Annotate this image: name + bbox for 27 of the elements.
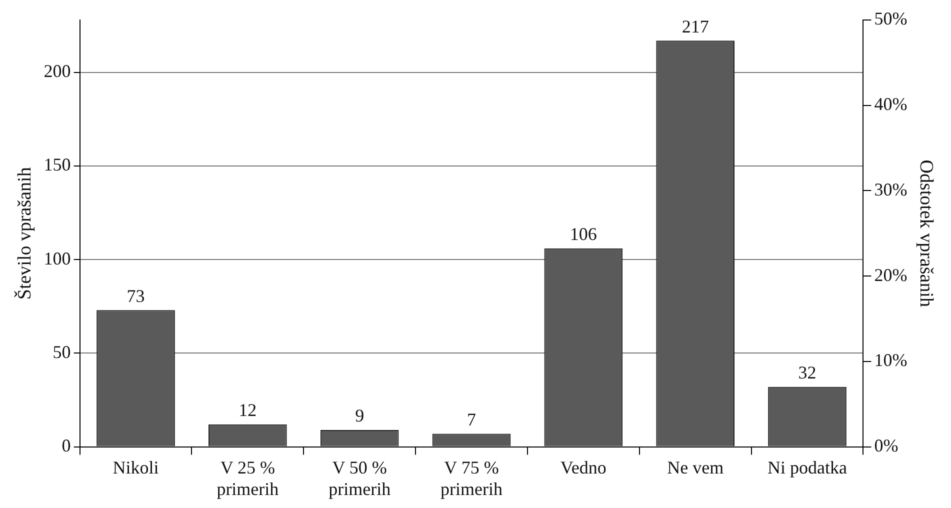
y-tick-label: 200 [44,61,71,82]
y2-tick-label: 0% [874,436,898,456]
x-tick-label: Ni podatka [768,457,847,478]
y-tick-label: 0 [62,436,71,456]
x-tick-label: Ne vem [667,457,724,478]
y2-axis-title: Odstotek vprašanih [916,160,937,308]
y2-tick-label: 30% [874,179,908,200]
x-tick-label: Nikoli [112,457,159,478]
y2-tick-label: 50% [874,8,908,29]
x-tick-label: V 25 % primerih [216,457,279,499]
y2-tick-label: 40% [874,94,908,114]
data-label: 32 [798,362,816,383]
y-axis-title: Število vprašanih [13,166,36,300]
x-tick-label: V 50 % primerih [328,457,391,499]
y2-tick-label: 20% [874,264,908,285]
x-tick-label: V 75 % primerih [440,457,502,499]
y-tick-label: 150 [44,154,71,175]
x-tick-label: Vedno [560,457,606,478]
data-label: 9 [355,406,364,426]
y2-tick-label: 10% [874,350,908,370]
data-label: 7 [467,409,476,430]
y-tick-label: 50 [52,342,71,362]
data-label: 12 [238,400,257,420]
y-tick-label: 100 [44,248,71,268]
data-label: 106 [570,224,597,244]
data-label: 217 [682,16,709,36]
data-label: 73 [126,286,145,306]
